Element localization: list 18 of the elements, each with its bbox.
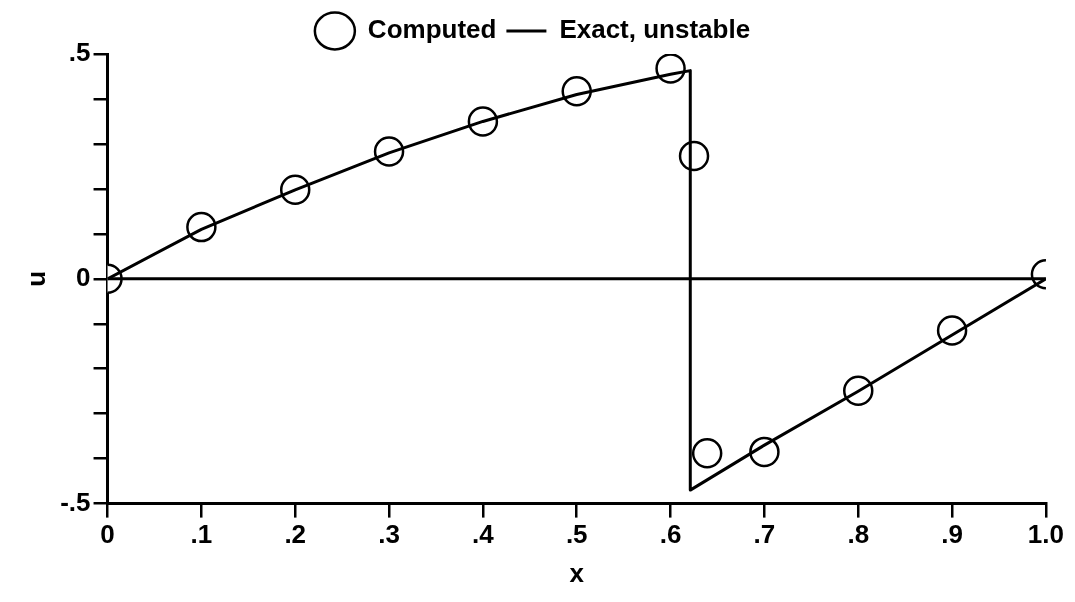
x-tick-label: .1 bbox=[190, 519, 213, 550]
legend-label: Exact, unstable bbox=[559, 14, 751, 45]
x-tick-label: 1.0 bbox=[1027, 519, 1065, 550]
x-tick-label: 0 bbox=[100, 519, 115, 550]
y-tick-label: -.5 bbox=[60, 486, 91, 517]
x-tick-label: .8 bbox=[847, 519, 870, 550]
x-tick-label: .4 bbox=[472, 519, 495, 550]
y-tick-label: 0 bbox=[76, 261, 91, 292]
x-tick-label: .5 bbox=[565, 519, 588, 550]
legend-label: Computed bbox=[367, 14, 497, 45]
y-axis-title: u bbox=[20, 270, 51, 287]
x-tick-label: .7 bbox=[753, 519, 776, 550]
x-tick-label: .3 bbox=[378, 519, 400, 550]
x-axis-title: x bbox=[569, 557, 585, 588]
x-tick-label: .6 bbox=[659, 519, 682, 550]
x-tick-label: .2 bbox=[284, 519, 307, 550]
x-tick-label: .9 bbox=[941, 519, 963, 550]
y-tick-label: .5 bbox=[68, 37, 91, 68]
